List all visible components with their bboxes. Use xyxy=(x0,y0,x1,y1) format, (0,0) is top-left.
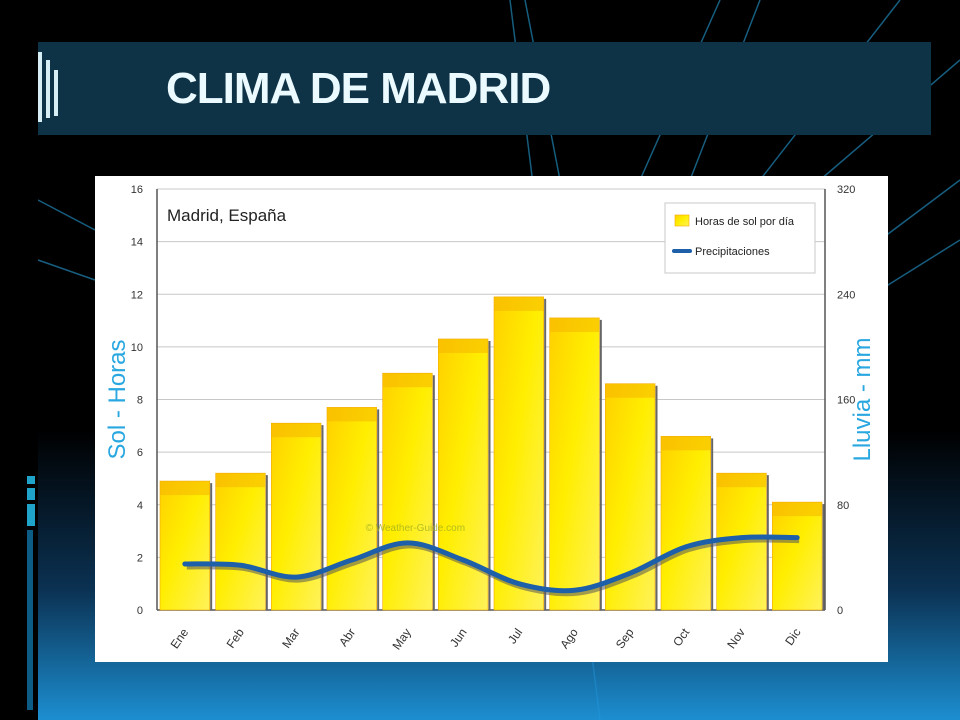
x-tick-label: May xyxy=(389,626,413,653)
x-tick-label: Ene xyxy=(168,625,192,651)
y-right-tick-label: 240 xyxy=(837,289,855,301)
y-right-axis-title: Lluvia - mm xyxy=(849,337,876,461)
climate-chart: 0 2 4 6 8 10 12 14 16 0 80 160 240 320 Ene Feb Mar Abr May… xyxy=(95,176,888,662)
sunshine-bar-cap xyxy=(215,473,266,488)
sunshine-bar xyxy=(493,296,544,611)
watermark-text: © Weather-Guide.com xyxy=(366,523,465,534)
page-title: CLIMA DE MADRID xyxy=(166,64,551,113)
sunshine-bar xyxy=(549,317,600,611)
sunshine-bar-cap xyxy=(661,436,711,451)
sunshine-bar-cap xyxy=(160,481,210,496)
legend-box xyxy=(664,202,816,274)
legend-swatch-bar xyxy=(674,214,690,227)
y-right-tick-label: 320 xyxy=(837,184,855,196)
y-right-tick-label: 0 xyxy=(837,605,843,617)
x-tick-label: Oct xyxy=(670,625,693,649)
sunshine-bar xyxy=(382,372,433,611)
y-left-tick-label: 10 xyxy=(131,342,143,354)
chart-annotation: Madrid, España xyxy=(167,206,287,225)
legend-label: Precipitaciones xyxy=(695,246,770,258)
x-tick-label: Mar xyxy=(279,626,302,651)
y-right-tick-label: 80 xyxy=(837,500,849,512)
left-strip xyxy=(0,0,38,720)
rain-line xyxy=(182,534,800,594)
x-tick-label: Abr xyxy=(336,626,358,649)
y-right-tick-label: 160 xyxy=(837,395,855,407)
y-left-tick-label: 12 xyxy=(131,289,143,301)
sunshine-bar-cap xyxy=(494,296,544,311)
y-left-axis-title: Sol - Horas xyxy=(104,339,131,459)
sunshine-bar-cap xyxy=(772,502,822,517)
legend-label: Horas de sol por día xyxy=(695,216,795,228)
x-tick-label: Ago xyxy=(557,625,581,651)
strip-mark xyxy=(27,530,33,710)
y-left-tick-label: 14 xyxy=(131,237,143,249)
strip-mark xyxy=(27,488,35,500)
sunshine-bar xyxy=(772,501,823,611)
x-tick-label: Feb xyxy=(224,625,248,650)
sunshine-bar xyxy=(326,407,377,611)
x-tick-label: Sep xyxy=(613,625,637,651)
strip-mark xyxy=(27,476,35,484)
title-decoration-icon xyxy=(38,52,58,122)
x-tick-label: Jun xyxy=(447,626,470,650)
y-left-tick-label: 16 xyxy=(131,184,143,196)
y-left-tick-label: 4 xyxy=(137,500,143,512)
x-tick-label: Dic xyxy=(782,626,803,648)
sunshine-bar-cap xyxy=(549,317,600,332)
y-left-tick-label: 6 xyxy=(137,447,143,459)
sunshine-bar-cap xyxy=(716,473,767,488)
sunshine-bar xyxy=(159,480,210,611)
sunshine-bar-cap xyxy=(382,373,433,388)
sunshine-bar xyxy=(660,436,711,611)
y-left-tick-label: 2 xyxy=(137,552,143,564)
sunshine-bar xyxy=(215,472,266,611)
sunshine-bar-cap xyxy=(271,423,321,438)
title-bar: CLIMA DE MADRID xyxy=(38,42,931,135)
y-left-tick-label: 0 xyxy=(137,605,143,617)
x-tick-label: Nov xyxy=(724,626,748,652)
strip-mark xyxy=(27,504,35,526)
y-left-tick-label: 8 xyxy=(137,395,143,407)
sunshine-bar-cap xyxy=(438,338,488,353)
sunshine-bar-cap xyxy=(327,407,377,422)
x-tick-label: Jul xyxy=(505,626,525,647)
sunshine-bar-cap xyxy=(605,383,655,398)
